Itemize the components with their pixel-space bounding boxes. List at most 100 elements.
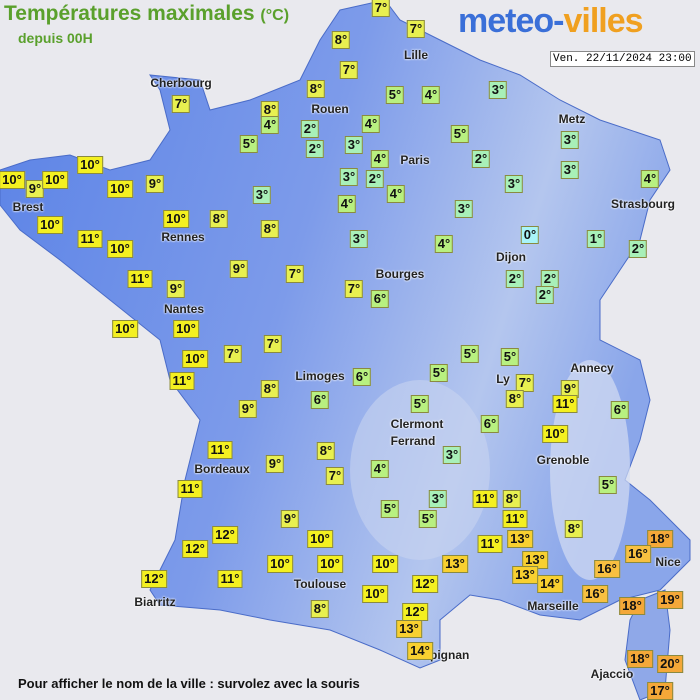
temperature-label[interactable]: 7°	[515, 374, 535, 392]
temperature-label[interactable]: 6°	[610, 401, 630, 419]
temperature-label[interactable]: 4°	[370, 460, 390, 478]
temperature-label[interactable]: 10°	[107, 240, 133, 258]
temperature-label[interactable]: 6°	[352, 368, 372, 386]
temperature-label[interactable]: 5°	[410, 395, 430, 413]
temperature-label[interactable]: 3°	[504, 175, 524, 193]
temperature-label[interactable]: 8°	[310, 600, 330, 618]
temperature-label[interactable]: 3°	[442, 446, 462, 464]
temperature-label[interactable]: 6°	[480, 415, 500, 433]
temperature-label[interactable]: 10°	[362, 585, 388, 603]
temperature-label[interactable]: 7°	[223, 345, 243, 363]
temperature-label[interactable]: 0°	[520, 226, 540, 244]
temperature-label[interactable]: 11°	[207, 441, 233, 459]
temperature-label[interactable]: 8°	[260, 380, 280, 398]
temperature-label[interactable]: 5°	[450, 125, 470, 143]
temperature-label[interactable]: 5°	[429, 364, 449, 382]
temperature-label[interactable]: 7°	[263, 335, 283, 353]
temperature-label[interactable]: 10°	[267, 555, 293, 573]
temperature-label[interactable]: 14°	[407, 642, 433, 660]
temperature-label[interactable]: 10°	[37, 216, 63, 234]
temperature-label[interactable]: 10°	[372, 555, 398, 573]
temperature-label[interactable]: 8°	[331, 31, 351, 49]
temperature-label[interactable]: 17°	[647, 682, 673, 700]
temperature-label[interactable]: 13°	[507, 530, 533, 548]
temperature-label[interactable]: 10°	[107, 180, 133, 198]
temperature-label[interactable]: 2°	[305, 140, 325, 158]
temperature-label[interactable]: 3°	[560, 161, 580, 179]
temperature-label[interactable]: 4°	[640, 170, 660, 188]
temperature-label[interactable]: 4°	[421, 86, 441, 104]
temperature-label[interactable]: 3°	[349, 230, 369, 248]
temperature-label[interactable]: 8°	[316, 442, 336, 460]
temperature-label[interactable]: 9°	[229, 260, 249, 278]
temperature-label[interactable]: 3°	[428, 490, 448, 508]
temperature-label[interactable]: 10°	[173, 320, 199, 338]
temperature-label[interactable]: 9°	[25, 180, 45, 198]
temperature-label[interactable]: 8°	[306, 80, 326, 98]
temperature-label[interactable]: 10°	[112, 320, 138, 338]
temperature-label[interactable]: 9°	[145, 175, 165, 193]
temperature-label[interactable]: 7°	[171, 95, 191, 113]
temperature-label[interactable]: 11°	[502, 510, 528, 528]
temperature-label[interactable]: 6°	[370, 290, 390, 308]
temperature-label[interactable]: 16°	[625, 545, 651, 563]
temperature-label[interactable]: 20°	[657, 655, 683, 673]
temperature-label[interactable]: 7°	[371, 0, 391, 17]
temperature-label[interactable]: 5°	[385, 86, 405, 104]
temperature-label[interactable]: 2°	[505, 270, 525, 288]
temperature-label[interactable]: 8°	[505, 390, 525, 408]
temperature-label[interactable]: 18°	[647, 530, 673, 548]
temperature-label[interactable]: 9°	[238, 400, 258, 418]
temperature-label[interactable]: 3°	[454, 200, 474, 218]
temperature-label[interactable]: 9°	[280, 510, 300, 528]
temperature-label[interactable]: 16°	[582, 585, 608, 603]
temperature-label[interactable]: 11°	[169, 372, 195, 390]
temperature-label[interactable]: 8°	[209, 210, 229, 228]
temperature-label[interactable]: 4°	[361, 115, 381, 133]
temperature-label[interactable]: 11°	[127, 270, 153, 288]
temperature-label[interactable]: 4°	[386, 185, 406, 203]
temperature-label[interactable]: 10°	[542, 425, 568, 443]
temperature-label[interactable]: 16°	[594, 560, 620, 578]
temperature-label[interactable]: 11°	[177, 480, 203, 498]
temperature-label[interactable]: 13°	[396, 620, 422, 638]
temperature-label[interactable]: 7°	[325, 467, 345, 485]
temperature-label[interactable]: 10°	[317, 555, 343, 573]
temperature-label[interactable]: 13°	[522, 551, 548, 569]
temperature-label[interactable]: 7°	[344, 280, 364, 298]
temperature-label[interactable]: 5°	[418, 510, 438, 528]
logo[interactable]: meteo-villes	[458, 2, 644, 41]
temperature-label[interactable]: 9°	[166, 280, 186, 298]
temperature-label[interactable]: 6°	[310, 391, 330, 409]
temperature-label[interactable]: 11°	[477, 535, 503, 553]
temperature-label[interactable]: 12°	[141, 570, 167, 588]
temperature-label[interactable]: 5°	[598, 476, 618, 494]
temperature-label[interactable]: 11°	[552, 395, 578, 413]
temperature-label[interactable]: 9°	[265, 455, 285, 473]
temperature-label[interactable]: 10°	[42, 171, 68, 189]
temperature-label[interactable]: 3°	[560, 131, 580, 149]
temperature-label[interactable]: 4°	[370, 150, 390, 168]
temperature-label[interactable]: 9°	[560, 380, 580, 398]
temperature-label[interactable]: 14°	[537, 575, 563, 593]
temperature-label[interactable]: 12°	[412, 575, 438, 593]
temperature-label[interactable]: 4°	[260, 116, 280, 134]
temperature-label[interactable]: 7°	[285, 265, 305, 283]
temperature-label[interactable]: 13°	[442, 555, 468, 573]
temperature-label[interactable]: 4°	[434, 235, 454, 253]
temperature-label[interactable]: 5°	[500, 348, 520, 366]
temperature-label[interactable]: 10°	[307, 530, 333, 548]
temperature-label[interactable]: 7°	[339, 61, 359, 79]
temperature-label[interactable]: 3°	[488, 81, 508, 99]
temperature-label[interactable]: 2°	[628, 240, 648, 258]
temperature-label[interactable]: 7°	[406, 20, 426, 38]
temperature-label[interactable]: 12°	[402, 603, 428, 621]
temperature-label[interactable]: 1°	[586, 230, 606, 248]
temperature-label[interactable]: 8°	[260, 220, 280, 238]
temperature-label[interactable]: 10°	[77, 156, 103, 174]
temperature-label[interactable]: 10°	[163, 210, 189, 228]
temperature-label[interactable]: 4°	[337, 195, 357, 213]
temperature-label[interactable]: 18°	[619, 597, 645, 615]
temperature-label[interactable]: 18°	[627, 650, 653, 668]
temperature-label[interactable]: 19°	[657, 591, 683, 609]
